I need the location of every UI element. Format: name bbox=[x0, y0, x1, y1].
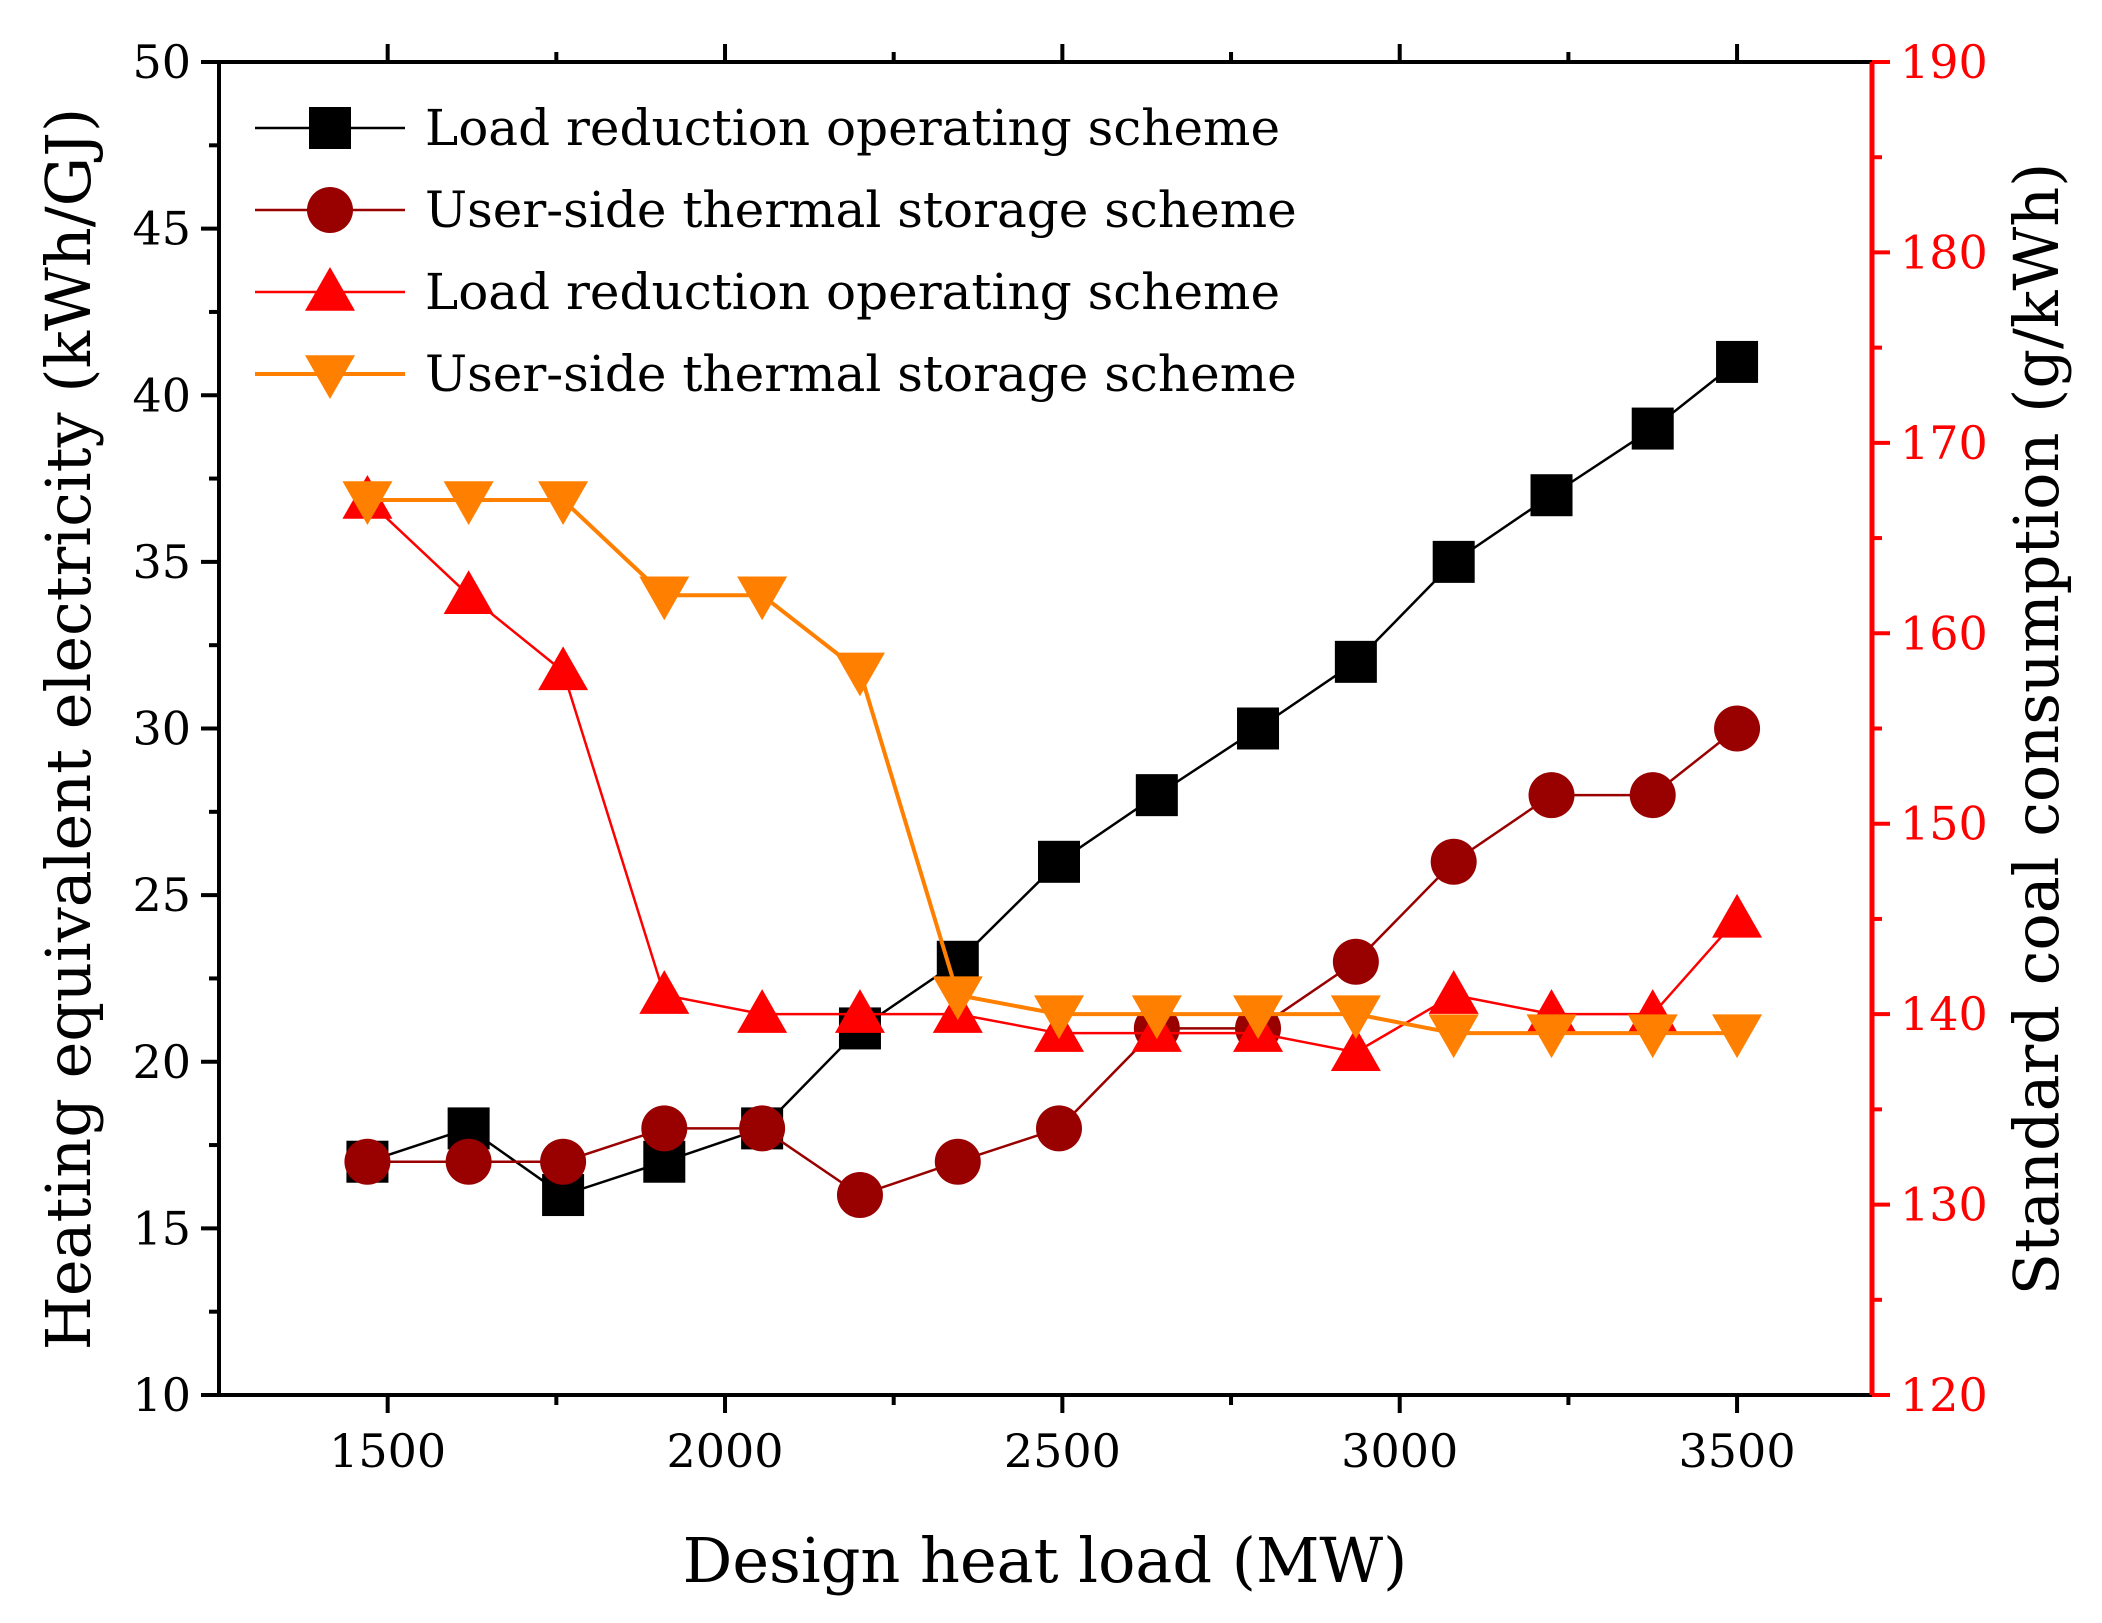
series-3-point bbox=[737, 989, 788, 1033]
x-tick-label: 2000 bbox=[666, 1424, 783, 1478]
series-layer bbox=[342, 340, 1763, 1219]
series-4-point bbox=[1712, 1014, 1763, 1059]
series-3-point bbox=[1330, 1027, 1381, 1071]
series-1-point bbox=[1237, 707, 1280, 750]
ticks-layer: 1500 2000 2500 3000 3500 10 15 20 25 30 35 40 45 50 12… bbox=[132, 35, 1987, 1478]
x-tick-label: 3500 bbox=[1679, 1424, 1796, 1478]
y-left-tick-label: 10 bbox=[132, 1368, 191, 1422]
series-4-point bbox=[1526, 1014, 1577, 1059]
series-2-point bbox=[1629, 772, 1676, 819]
series-3-point bbox=[538, 646, 589, 691]
series-1-point bbox=[1631, 407, 1674, 450]
legend-label: Load reduction operating scheme bbox=[425, 263, 1280, 321]
y-right-axis-title: Standard coal consumption (g/kWh) bbox=[2000, 163, 2073, 1296]
y-left-tick-label: 50 bbox=[132, 35, 191, 89]
series-2-point bbox=[836, 1172, 883, 1219]
y-left-tick-label: 30 bbox=[132, 702, 191, 756]
legend-item-3: Load reduction operating scheme bbox=[255, 263, 1280, 321]
series-1-point bbox=[1037, 840, 1080, 883]
series-3-point bbox=[834, 989, 885, 1033]
series-2-point bbox=[445, 1138, 492, 1185]
y-right-tick-label: 150 bbox=[1900, 797, 1988, 851]
series-3-line bbox=[366, 499, 1738, 1054]
series-4-point bbox=[737, 576, 788, 621]
series-2-point bbox=[1332, 938, 1379, 985]
y-right-tick-label: 160 bbox=[1900, 606, 1988, 660]
y-left-tick-label: 20 bbox=[132, 1035, 191, 1089]
legend-label: User-side thermal storage scheme bbox=[425, 181, 1297, 239]
series-4-point bbox=[1033, 995, 1084, 1040]
series-4-point bbox=[342, 481, 393, 525]
series-4-point bbox=[1233, 995, 1284, 1040]
x-tick-label: 2500 bbox=[1004, 1424, 1121, 1478]
y-left-tick-label: 40 bbox=[132, 368, 191, 422]
series-2-point bbox=[1035, 1105, 1082, 1152]
series-4-point bbox=[1428, 1014, 1479, 1059]
series-2-point bbox=[1430, 838, 1477, 885]
legend-label: Load reduction operating scheme bbox=[425, 99, 1280, 157]
series-2-point bbox=[739, 1105, 786, 1152]
legend: Load reduction operating scheme User-side… bbox=[255, 99, 1297, 403]
legend-item-1: Load reduction operating scheme bbox=[255, 99, 1280, 157]
legend-marker bbox=[307, 187, 353, 233]
series-4-point bbox=[1131, 995, 1182, 1040]
x-tick-label: 3000 bbox=[1341, 1424, 1458, 1478]
series-3-point bbox=[1428, 970, 1479, 1014]
y-right-tick-label: 170 bbox=[1900, 416, 1988, 470]
series-1-point bbox=[1135, 774, 1178, 817]
series-2-point bbox=[540, 1138, 587, 1185]
x-tick-label: 1500 bbox=[329, 1424, 446, 1478]
y-left-tick-label: 15 bbox=[132, 1201, 191, 1255]
y-left-tick-label: 45 bbox=[132, 202, 191, 256]
series-2-point bbox=[1714, 705, 1761, 752]
series-1-point bbox=[1716, 340, 1759, 383]
series-4-point bbox=[639, 576, 690, 621]
y-left-tick-label: 25 bbox=[132, 868, 191, 922]
y-right-tick-label: 190 bbox=[1900, 35, 1988, 89]
series-2-point bbox=[344, 1138, 391, 1185]
series-2-point bbox=[641, 1105, 688, 1152]
series-2 bbox=[344, 705, 1761, 1219]
series-1-point bbox=[1530, 474, 1573, 517]
series-1-point bbox=[1334, 640, 1377, 683]
series-4-point bbox=[932, 976, 983, 1021]
legend-label: User-side thermal storage scheme bbox=[425, 345, 1297, 403]
legend-item-4: User-side thermal storage scheme bbox=[255, 345, 1297, 403]
y-left-axis-title: Heating equivalent electricity (kWh/GJ) bbox=[32, 108, 105, 1350]
plot-frame bbox=[217, 60, 1874, 1397]
series-2-point bbox=[1528, 772, 1575, 819]
series-4-point bbox=[1627, 1014, 1678, 1059]
series-3-point bbox=[639, 970, 690, 1014]
y-right-tick-label: 140 bbox=[1900, 987, 1988, 1041]
legend-marker bbox=[305, 267, 355, 311]
y-right-tick-label: 130 bbox=[1900, 1178, 1988, 1232]
x-axis-title: Design heat load (MW) bbox=[683, 1524, 1408, 1597]
series-4-point bbox=[1330, 995, 1381, 1040]
series-4-point bbox=[443, 481, 494, 525]
series-4-point bbox=[834, 652, 885, 697]
series-3-point bbox=[443, 570, 494, 614]
legend-item-2: User-side thermal storage scheme bbox=[255, 181, 1297, 239]
series-4-line bbox=[367, 497, 1738, 1036]
series-2-point bbox=[934, 1138, 981, 1185]
y-right-tick-label: 180 bbox=[1900, 225, 1988, 279]
series-3-point bbox=[1712, 893, 1763, 938]
y-right-tick-label: 120 bbox=[1900, 1368, 1988, 1422]
series-4-point bbox=[538, 481, 589, 525]
legend-marker bbox=[305, 355, 355, 399]
y-left-tick-label: 35 bbox=[132, 535, 191, 589]
series-4 bbox=[342, 481, 1763, 1059]
legend-marker bbox=[309, 107, 351, 149]
series-1-point bbox=[1432, 540, 1475, 583]
